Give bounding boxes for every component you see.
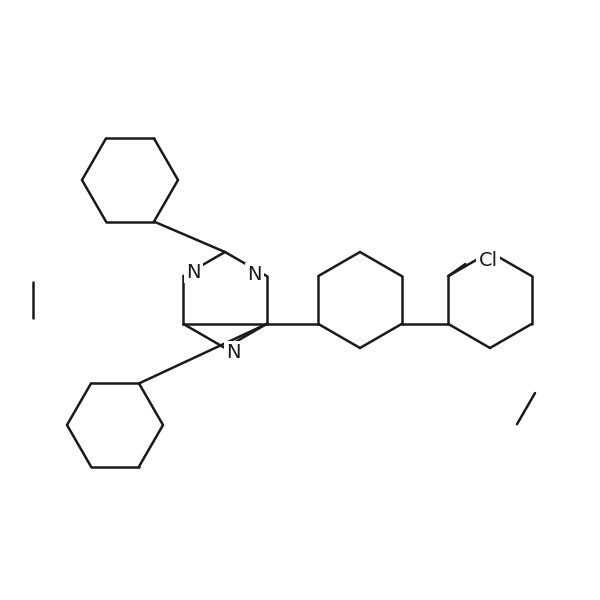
Text: N: N <box>247 265 262 283</box>
Text: Cl: Cl <box>478 251 497 271</box>
Text: N: N <box>226 343 240 361</box>
Text: N: N <box>186 263 200 281</box>
